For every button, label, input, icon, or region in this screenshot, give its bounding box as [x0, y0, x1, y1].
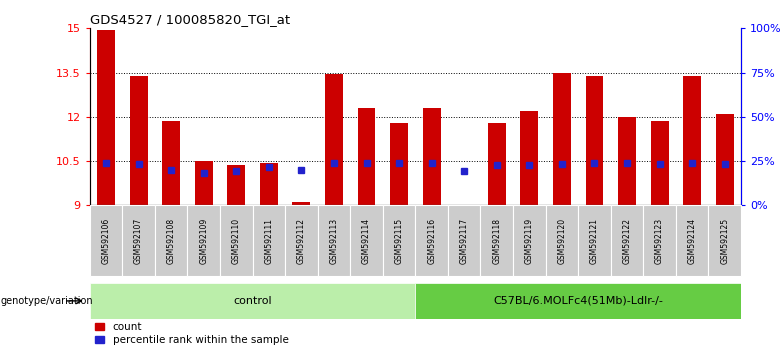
Bar [317, 205, 350, 276]
Bar [488, 123, 505, 205]
Bar [253, 205, 285, 276]
Text: GSM592118: GSM592118 [492, 218, 502, 264]
Bar [415, 205, 448, 276]
Bar [520, 111, 538, 205]
Text: GSM592119: GSM592119 [525, 218, 534, 264]
Legend: count, percentile rank within the sample: count, percentile rank within the sample [95, 322, 289, 345]
Bar [227, 166, 245, 205]
Bar [187, 205, 220, 276]
Bar [415, 283, 741, 319]
Text: GSM592107: GSM592107 [134, 218, 143, 264]
Bar [350, 205, 383, 276]
Bar [611, 205, 644, 276]
Bar [716, 114, 734, 205]
Text: GSM592121: GSM592121 [590, 218, 599, 264]
Bar [90, 205, 122, 276]
Bar [578, 205, 611, 276]
Text: control: control [233, 296, 272, 306]
Text: GSM592108: GSM592108 [167, 218, 176, 264]
Bar [325, 74, 343, 205]
Text: GSM592106: GSM592106 [101, 218, 111, 264]
Bar [448, 205, 480, 276]
Bar [390, 123, 408, 205]
Text: GSM592125: GSM592125 [720, 218, 729, 264]
Bar [545, 205, 578, 276]
Bar [285, 205, 317, 276]
Bar [423, 108, 441, 205]
Bar [618, 117, 636, 205]
Text: GSM592124: GSM592124 [688, 218, 697, 264]
Bar [708, 205, 741, 276]
Bar [162, 121, 180, 205]
Text: GSM592116: GSM592116 [427, 218, 436, 264]
Bar [195, 161, 213, 205]
Text: GSM592115: GSM592115 [395, 218, 403, 264]
Bar [260, 162, 278, 205]
Text: GSM592122: GSM592122 [622, 218, 632, 264]
Text: GDS4527 / 100085820_TGI_at: GDS4527 / 100085820_TGI_at [90, 13, 290, 26]
Bar [683, 75, 701, 205]
Text: GSM592112: GSM592112 [297, 218, 306, 264]
Bar [480, 205, 513, 276]
Text: GSM592109: GSM592109 [199, 218, 208, 264]
Bar [97, 30, 115, 205]
Bar [651, 121, 668, 205]
Text: GSM592113: GSM592113 [329, 218, 339, 264]
Text: GSM592120: GSM592120 [558, 218, 566, 264]
Bar [154, 205, 187, 276]
Text: GSM592117: GSM592117 [459, 218, 469, 264]
Bar [357, 108, 375, 205]
Bar [292, 202, 310, 205]
Bar [90, 283, 415, 319]
Text: GSM592114: GSM592114 [362, 218, 371, 264]
Bar [586, 75, 604, 205]
Bar [675, 205, 708, 276]
Bar [129, 75, 147, 205]
Bar [644, 205, 675, 276]
Bar [122, 205, 154, 276]
Text: GSM592111: GSM592111 [264, 218, 273, 264]
Text: GSM592110: GSM592110 [232, 218, 241, 264]
Bar [553, 73, 571, 205]
Text: genotype/variation: genotype/variation [1, 296, 94, 306]
Text: GSM592123: GSM592123 [655, 218, 664, 264]
Bar [513, 205, 545, 276]
Text: C57BL/6.MOLFc4(51Mb)-Ldlr-/-: C57BL/6.MOLFc4(51Mb)-Ldlr-/- [493, 296, 663, 306]
Bar [383, 205, 415, 276]
Bar [220, 205, 253, 276]
